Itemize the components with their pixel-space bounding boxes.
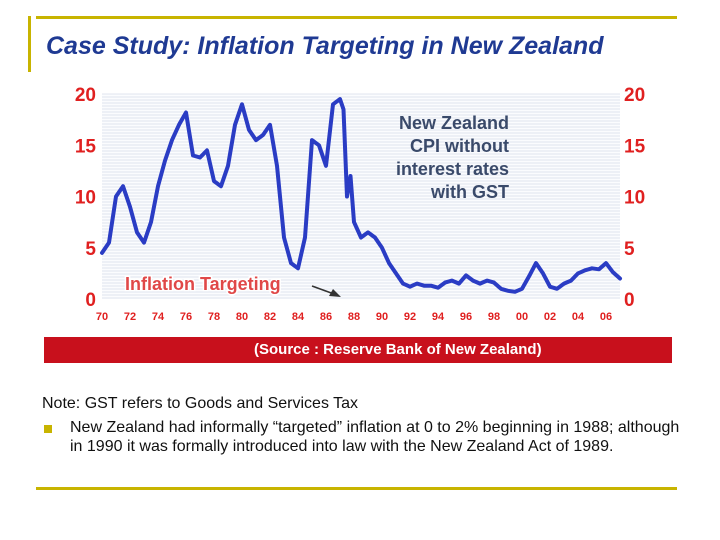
x-tick-label: 88 (348, 311, 360, 323)
x-tick-label: 82 (264, 311, 276, 323)
y-tick-label-left: 0 (85, 290, 96, 311)
y-tick-label-left: 20 (75, 85, 96, 106)
x-tick-label: 86 (320, 311, 332, 323)
chart: 0 5 10 15 20 0 5 10 15 20 70 72 74 76 78 80 82 84 86 88 90… (46, 82, 672, 325)
bottom-rule (36, 487, 677, 490)
x-tick-label: 76 (180, 311, 192, 323)
chart-annotation: Inflation Targeting (125, 274, 281, 294)
x-tick-label: 72 (124, 311, 136, 323)
series-line (100, 97, 622, 294)
x-tick-label: 84 (292, 311, 305, 323)
y-tick-label-right: 15 (624, 136, 646, 157)
chart-title-line: CPI without (410, 136, 509, 156)
top-rule (36, 16, 677, 19)
x-tick-label: 96 (460, 311, 472, 323)
bullet-text: New Zealand had informally “targeted” in… (70, 419, 680, 455)
y-tick-label-right: 5 (624, 239, 635, 260)
annotation-arrowhead (329, 289, 341, 297)
chart-title-line: New Zealand (399, 113, 509, 133)
x-tick-label: 70 (96, 311, 108, 323)
x-tick-label: 04 (572, 311, 585, 323)
chart-title-line: with GST (430, 182, 509, 202)
y-tick-label-left: 15 (75, 136, 97, 157)
x-tick-label: 74 (152, 311, 165, 323)
source-text: (Source : Reserve Bank of New Zealand) (254, 341, 542, 358)
x-tick-label: 92 (404, 311, 416, 323)
left-rule (28, 16, 31, 72)
page-title: Case Study: Inflation Targeting in New Z… (46, 32, 604, 60)
source-bar: (Source : Reserve Bank of New Zealand) (44, 337, 672, 363)
x-tick-label: 02 (544, 311, 556, 323)
y-tick-label-right: 0 (624, 290, 635, 311)
y-tick-label-right: 10 (624, 188, 645, 209)
chart-title-line: interest rates (396, 159, 509, 179)
chart-title: New Zealand CPI without interest rates with… (396, 113, 509, 202)
y-tick-label-right: 20 (624, 85, 645, 106)
x-tick-label: 90 (376, 311, 388, 323)
x-tick-label: 98 (488, 311, 500, 323)
square-bullet-icon (44, 425, 52, 433)
x-tick-label: 78 (208, 311, 220, 323)
annotation-arrow (311, 285, 335, 295)
y-tick-label-left: 5 (85, 239, 96, 260)
cpi-line-chart: 0 5 10 15 20 0 5 10 15 20 70 72 74 76 78 80 82 84 86 88 90… (75, 85, 646, 323)
x-tick-label: 00 (516, 311, 528, 323)
x-tick-label: 80 (236, 311, 248, 323)
x-tick-label: 06 (600, 311, 612, 323)
note-text: Note: GST refers to Goods and Services T… (42, 395, 358, 412)
y-tick-label-left: 10 (75, 188, 96, 209)
x-tick-label: 94 (432, 311, 445, 323)
